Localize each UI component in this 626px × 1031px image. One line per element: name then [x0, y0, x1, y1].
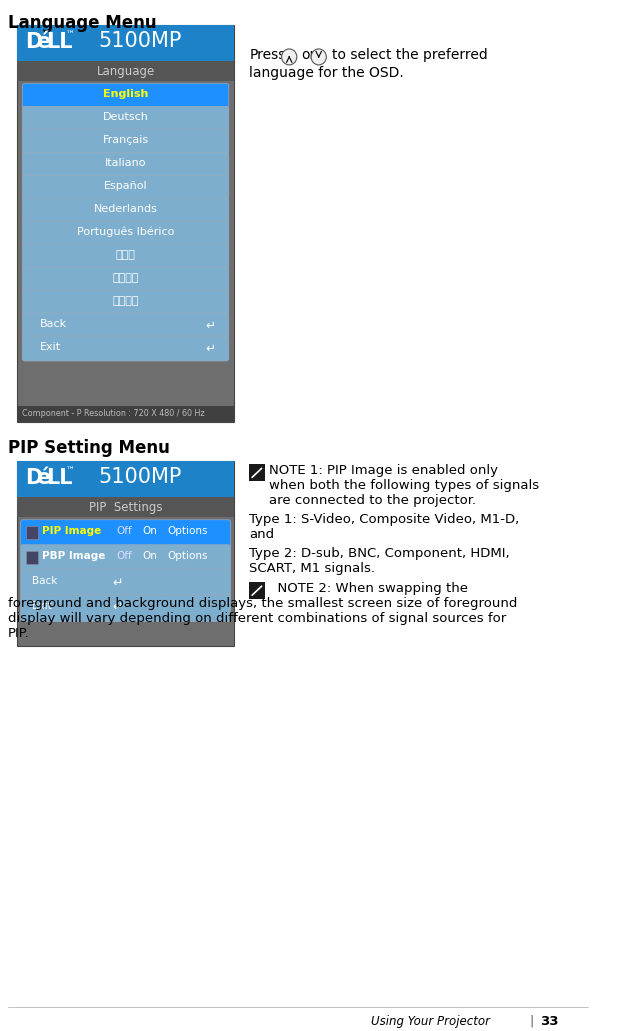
Text: LL: LL — [46, 468, 72, 489]
FancyBboxPatch shape — [23, 106, 229, 131]
Text: 5100MP: 5100MP — [98, 31, 182, 51]
Text: é: é — [36, 32, 51, 52]
FancyBboxPatch shape — [21, 570, 231, 597]
Text: Exit: Exit — [40, 341, 61, 352]
Text: 日本語: 日本語 — [116, 250, 135, 260]
Text: Using Your Projector: Using Your Projector — [371, 1015, 490, 1028]
FancyBboxPatch shape — [23, 129, 229, 155]
Text: foreground and background displays, the smallest screen size of foreground: foreground and background displays, the … — [8, 597, 517, 610]
Text: Back: Back — [40, 319, 67, 329]
Text: Back: Back — [33, 576, 58, 587]
FancyBboxPatch shape — [21, 520, 231, 546]
FancyBboxPatch shape — [21, 595, 231, 622]
Text: Deutsch: Deutsch — [103, 111, 148, 122]
Text: é: é — [36, 468, 51, 489]
Circle shape — [311, 48, 326, 65]
Text: D: D — [25, 468, 42, 489]
FancyBboxPatch shape — [17, 61, 234, 80]
FancyBboxPatch shape — [23, 198, 229, 223]
Text: English: English — [103, 89, 148, 99]
Text: 繁體中文: 繁體中文 — [112, 272, 139, 282]
Text: 5100MP: 5100MP — [98, 467, 182, 488]
Text: ™: ™ — [66, 466, 74, 475]
Text: are connected to the projector.: are connected to the projector. — [269, 494, 476, 507]
FancyBboxPatch shape — [26, 552, 38, 564]
Text: 33: 33 — [540, 1015, 559, 1028]
FancyBboxPatch shape — [21, 544, 231, 572]
Text: Options: Options — [167, 552, 208, 561]
FancyBboxPatch shape — [17, 406, 234, 423]
FancyBboxPatch shape — [23, 290, 229, 315]
Text: Italiano: Italiano — [105, 158, 146, 168]
Text: Off: Off — [116, 526, 132, 536]
Text: Type 1: S-Video, Composite Video, M1-D,: Type 1: S-Video, Composite Video, M1-D, — [249, 513, 520, 526]
Text: ↵: ↵ — [112, 576, 123, 589]
FancyBboxPatch shape — [23, 313, 229, 338]
Text: Off: Off — [116, 552, 132, 561]
Text: ↵: ↵ — [205, 319, 215, 332]
Text: Component - P Resolution : 720 X 480 / 60 Hz: Component - P Resolution : 720 X 480 / 6… — [22, 409, 205, 419]
Text: D: D — [25, 32, 42, 52]
Circle shape — [282, 48, 297, 65]
Text: Press: Press — [249, 47, 285, 62]
FancyBboxPatch shape — [17, 461, 234, 646]
Text: On: On — [143, 526, 158, 536]
Text: NOTE 1: PIP Image is enabled only: NOTE 1: PIP Image is enabled only — [269, 464, 498, 477]
Text: PIP  Settings: PIP Settings — [89, 501, 162, 514]
Text: On: On — [143, 552, 158, 561]
FancyBboxPatch shape — [249, 464, 265, 481]
Text: when both the following types of signals: when both the following types of signals — [269, 479, 540, 493]
FancyBboxPatch shape — [17, 497, 234, 518]
Text: ™: ™ — [66, 30, 74, 39]
Text: PIP.: PIP. — [8, 627, 29, 640]
Text: and: and — [249, 528, 274, 541]
FancyBboxPatch shape — [23, 84, 229, 108]
Text: Português Ibérico: Português Ibérico — [77, 227, 174, 237]
Text: Français: Français — [103, 135, 148, 144]
Text: Language: Language — [96, 65, 155, 78]
FancyBboxPatch shape — [17, 25, 234, 61]
Text: SCART, M1 signals.: SCART, M1 signals. — [249, 562, 375, 575]
Text: PIP Image: PIP Image — [42, 526, 101, 536]
Text: 简体中文: 简体中文 — [112, 296, 139, 305]
FancyBboxPatch shape — [17, 25, 234, 423]
FancyBboxPatch shape — [26, 526, 38, 539]
Text: |: | — [529, 1015, 533, 1028]
Text: LL: LL — [46, 32, 72, 52]
Text: Nederlands: Nederlands — [94, 204, 158, 213]
FancyBboxPatch shape — [23, 336, 229, 361]
FancyBboxPatch shape — [23, 175, 229, 200]
Text: Exit: Exit — [33, 601, 52, 611]
Text: Options: Options — [167, 526, 208, 536]
Text: display will vary depending on different combinations of signal sources for: display will vary depending on different… — [8, 612, 506, 625]
FancyBboxPatch shape — [17, 461, 234, 497]
Text: NOTE 2: When swapping the: NOTE 2: When swapping the — [269, 583, 468, 595]
FancyBboxPatch shape — [23, 222, 229, 246]
Text: ↵: ↵ — [112, 601, 123, 614]
FancyBboxPatch shape — [23, 267, 229, 292]
Text: Español: Español — [104, 180, 147, 191]
Text: Language Menu: Language Menu — [8, 14, 156, 32]
Text: Type 2: D-sub, BNC, Component, HDMI,: Type 2: D-sub, BNC, Component, HDMI, — [249, 547, 510, 560]
FancyBboxPatch shape — [23, 153, 229, 177]
Text: ↵: ↵ — [205, 341, 215, 355]
Text: to select the preferred: to select the preferred — [332, 47, 488, 62]
Text: language for the OSD.: language for the OSD. — [249, 66, 404, 80]
Text: PIP Setting Menu: PIP Setting Menu — [8, 439, 170, 458]
Text: PBP Image: PBP Image — [42, 552, 105, 561]
Text: or: or — [302, 47, 316, 62]
FancyBboxPatch shape — [249, 583, 265, 599]
FancyBboxPatch shape — [23, 244, 229, 269]
